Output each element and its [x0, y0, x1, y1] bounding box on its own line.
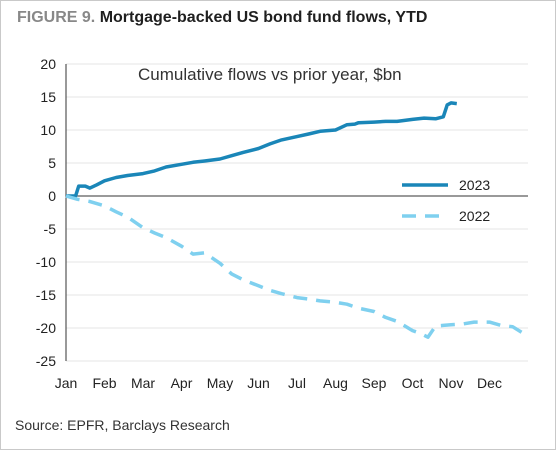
x-tick-label: Mar	[131, 375, 155, 391]
y-tick-label: -10	[36, 254, 56, 270]
legend: 2023 2022	[402, 177, 490, 224]
legend-label-2022: 2022	[459, 208, 490, 224]
figure-title: FIGURE 9. Mortgage-backed US bond fund f…	[17, 9, 427, 27]
y-tick-label: 0	[48, 188, 56, 204]
x-tick-label: Jul	[288, 375, 306, 391]
y-tick-label: 20	[40, 56, 56, 72]
figure-main-title: Mortgage-backed US bond fund flows, YTD	[99, 9, 428, 26]
y-tick-label: -25	[36, 353, 56, 369]
y-tick-label: 10	[40, 122, 56, 138]
legend-label-2023: 2023	[459, 177, 490, 193]
y-tick-label: 5	[48, 155, 56, 171]
chart-subtitle: Cumulative flows vs prior year, $bn	[138, 65, 402, 84]
y-tick-label: -20	[36, 320, 56, 336]
x-tick-label: Oct	[402, 375, 424, 391]
y-axis-ticks: 20 15 10 5 0 -5 -10 -15 -20 -25	[36, 56, 56, 369]
y-tick-label: 15	[40, 89, 56, 105]
source-note: Source: EPFR, Barclays Research	[15, 417, 230, 433]
x-tick-label: Feb	[92, 375, 116, 391]
series-line-2023	[66, 101, 458, 198]
x-axis-ticks: Jan Feb Mar Apr May Jun Jul Aug Sep Oct Nov Dec	[55, 375, 502, 391]
figure-label: FIGURE 9.	[17, 9, 96, 26]
x-tick-label: Jun	[247, 375, 270, 391]
x-tick-label: Dec	[477, 375, 502, 391]
series-line-2022	[65, 194, 526, 339]
grid-lines	[66, 63, 528, 362]
y-tick-label: -5	[44, 221, 57, 237]
x-tick-label: Apr	[171, 375, 193, 391]
x-tick-label: May	[207, 375, 233, 391]
x-tick-label: Aug	[323, 375, 348, 391]
series-group	[65, 101, 526, 339]
x-tick-label: Sep	[362, 375, 387, 391]
x-tick-label: Jan	[55, 375, 78, 391]
y-tick-label: -15	[36, 287, 56, 303]
x-tick-label: Nov	[439, 375, 464, 391]
